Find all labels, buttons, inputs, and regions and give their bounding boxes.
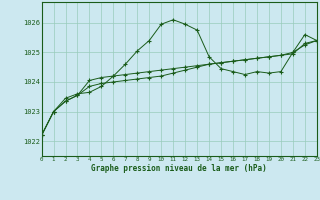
- X-axis label: Graphe pression niveau de la mer (hPa): Graphe pression niveau de la mer (hPa): [91, 164, 267, 173]
